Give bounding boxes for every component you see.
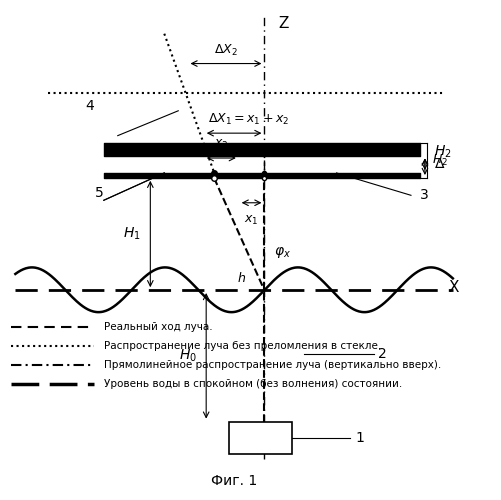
Text: $H_1$: $H_1$ <box>123 226 141 242</box>
Text: 3: 3 <box>419 188 428 202</box>
Text: 2: 2 <box>378 348 386 362</box>
Text: 5: 5 <box>95 186 104 200</box>
Text: X: X <box>447 280 458 295</box>
Text: $h$: $h$ <box>236 271 245 285</box>
Text: $\Delta X_1 = x_1 + x_2$: $\Delta X_1 = x_1 + x_2$ <box>207 112 288 127</box>
Text: $\varphi_x$: $\varphi_x$ <box>273 246 290 260</box>
Text: Фиг. 1: Фиг. 1 <box>210 474 257 488</box>
Text: $\Delta X_2$: $\Delta X_2$ <box>213 42 237 58</box>
Text: Прямолинейное распространение луча (вертикально вверх).: Прямолинейное распространение луча (верт… <box>104 360 440 370</box>
Text: $H_2$: $H_2$ <box>431 153 447 168</box>
Text: Уровень воды в спокойном (без волнения) состоянии.: Уровень воды в спокойном (без волнения) … <box>104 379 401 389</box>
Text: 4: 4 <box>86 99 94 113</box>
Text: $x_1$: $x_1$ <box>244 214 259 227</box>
Text: Реальный ход луча.: Реальный ход луча. <box>104 322 212 332</box>
Text: $H_0$: $H_0$ <box>178 348 196 364</box>
Text: Z: Z <box>278 16 288 32</box>
Bar <box>229 422 292 454</box>
Text: Распространение луча без преломления в стекле.: Распространение луча без преломления в с… <box>104 341 380 351</box>
Text: $x_3$: $x_3$ <box>213 138 228 150</box>
Text: $\Delta$: $\Delta$ <box>433 157 445 171</box>
Text: $H_2$: $H_2$ <box>433 144 451 160</box>
Text: 1: 1 <box>354 430 363 444</box>
